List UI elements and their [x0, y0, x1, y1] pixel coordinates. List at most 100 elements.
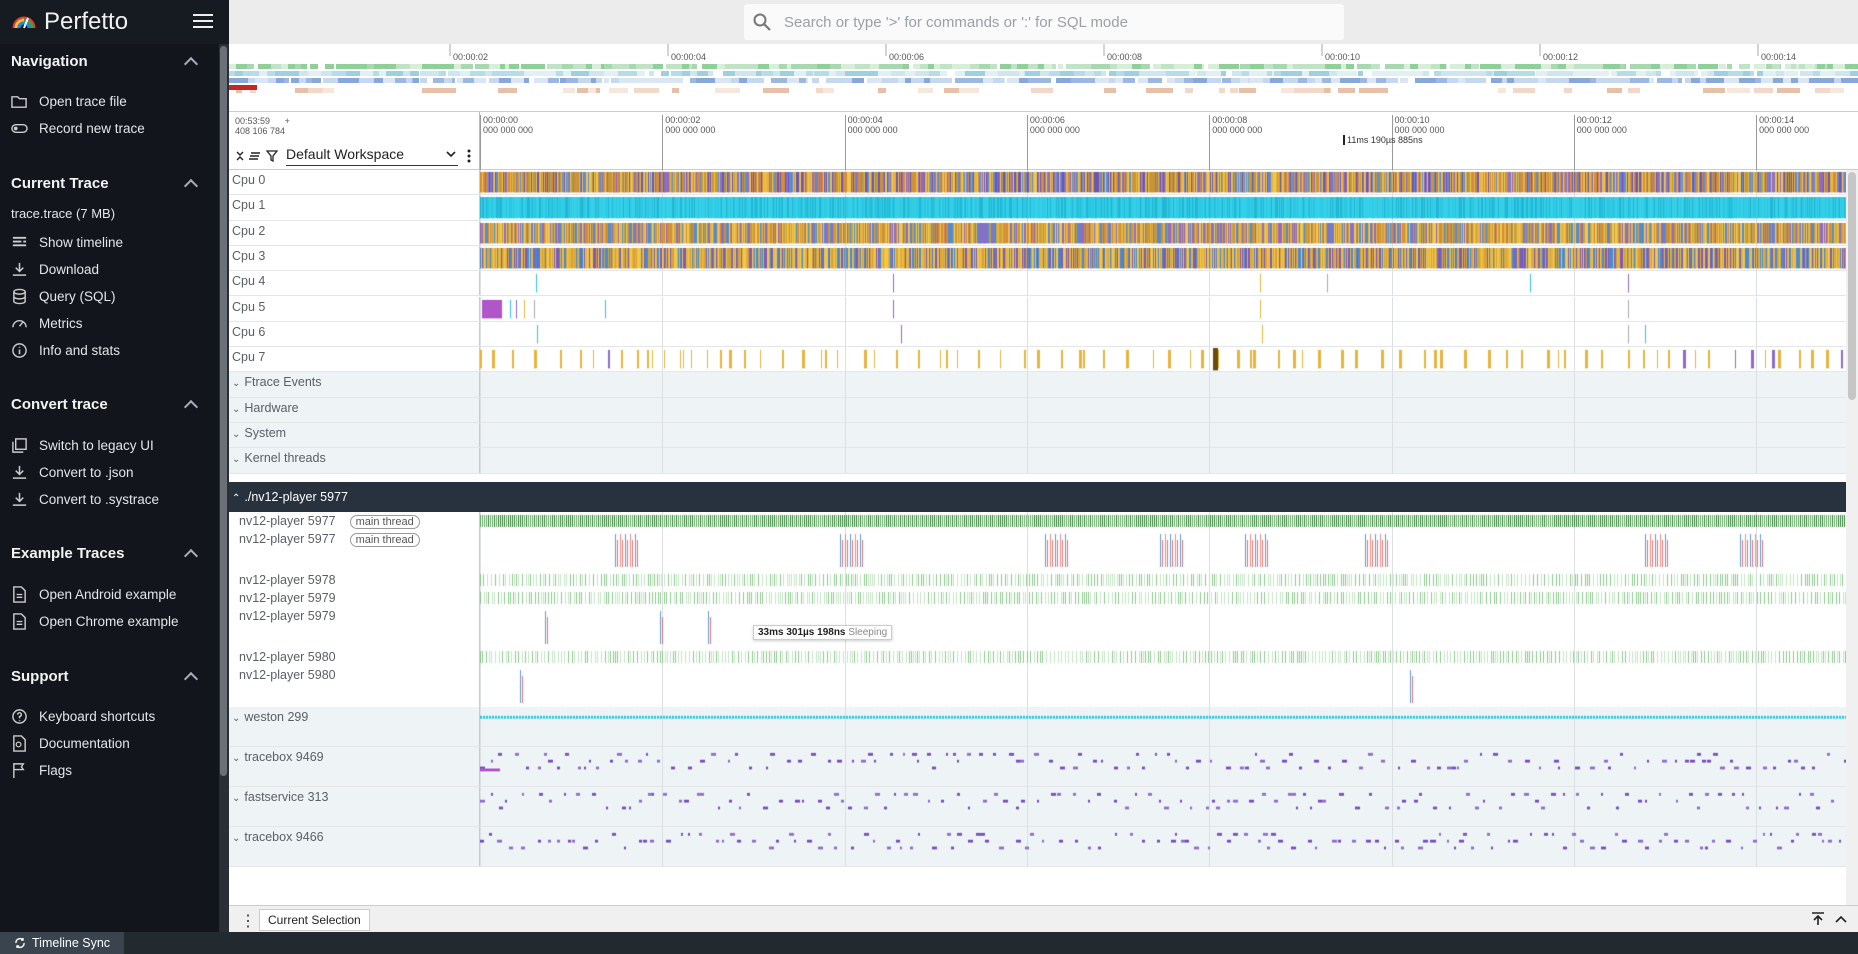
info-and-stats-item[interactable]: Info and stats	[11, 340, 120, 360]
track-canvas[interactable]	[480, 570, 1846, 589]
chevron-up-icon[interactable]	[183, 178, 199, 194]
chevron-down-icon[interactable]: ⌄	[232, 752, 241, 764]
chevron-down-icon[interactable]: ⌄	[232, 454, 241, 466]
section-title-support[interactable]: Support	[11, 668, 69, 685]
chevron-down-icon[interactable]: ⌄	[232, 378, 241, 390]
thread-track[interactable]: nv12-player 5979	[229, 606, 1846, 648]
cpu-track[interactable]: Cpu 6	[229, 321, 1846, 348]
section-title-convert-trace[interactable]: Convert trace	[11, 396, 108, 413]
cpu-track[interactable]: Cpu 5	[229, 296, 1846, 322]
overview-visible-window[interactable]	[229, 85, 257, 90]
chevron-up-icon[interactable]	[183, 399, 199, 415]
sidebar-scrollbar-thumb[interactable]	[220, 46, 227, 776]
query-sql-item[interactable]: Query (SQL)	[11, 286, 116, 306]
thread-track[interactable]: nv12-player 5980	[229, 665, 1846, 707]
omnibox[interactable]	[744, 4, 1344, 40]
switch-legacy-ui-item[interactable]: Switch to legacy UI	[11, 435, 154, 455]
track-canvas[interactable]	[480, 529, 1846, 571]
open-trace-file-item[interactable]: Open trace file	[11, 91, 127, 111]
download-item[interactable]: Download	[11, 259, 99, 279]
timeline-sync-button[interactable]: Timeline Sync	[0, 932, 124, 954]
thread-track[interactable]: nv12-player 5977 main thread	[229, 529, 1846, 571]
convert-json-item[interactable]: Convert to .json	[11, 462, 134, 482]
track-canvas[interactable]	[480, 746, 1846, 786]
process-group[interactable]: ⌄ weston 299	[229, 706, 1846, 747]
current-selection-tab[interactable]: Current Selection	[259, 909, 370, 931]
process-group[interactable]: ⌄ tracebox 9469	[229, 746, 1846, 787]
track-canvas[interactable]	[480, 296, 1846, 321]
search-input[interactable]	[784, 13, 1304, 31]
more-vert-icon[interactable]	[466, 148, 472, 164]
keyboard-shortcuts-item[interactable]: Keyboard shortcuts	[11, 706, 155, 726]
chevron-up-icon[interactable]	[183, 671, 199, 687]
track-group[interactable]: ⌄ Kernel threads	[229, 448, 1846, 474]
workspace-select[interactable]: Default Workspace	[286, 146, 458, 166]
section-title-navigation[interactable]: Navigation	[11, 53, 88, 70]
sort-icon[interactable]	[249, 150, 261, 162]
chevron-down-icon[interactable]: ⌄	[232, 403, 241, 415]
cpu-track[interactable]: Cpu 4	[229, 271, 1846, 297]
track-group[interactable]: ⌄ Ftrace Events	[229, 372, 1846, 398]
chevron-up-icon[interactable]	[183, 56, 199, 72]
convert-systrace-item[interactable]: Convert to .systrace	[11, 489, 159, 509]
sync-icon	[15, 937, 25, 949]
process-group-header[interactable]: ⌃ ./nv12-player 5977	[229, 481, 1846, 512]
overview-heatmap[interactable]: 00:00:02 00:00:04 00:00:06 00:00:08 00:00:10…	[229, 44, 1858, 112]
overview-timeline[interactable]: 00:00:02 00:00:04 00:00:06 00:00:08 00:00:10…	[229, 44, 1858, 112]
cpu-track[interactable]: Cpu 0	[229, 170, 1846, 196]
track-canvas[interactable]	[480, 786, 1846, 826]
cpu-track[interactable]: Cpu 7	[229, 347, 1846, 373]
record-new-trace-item[interactable]: Record new trace	[11, 118, 145, 138]
chevron-up-icon[interactable]	[1835, 914, 1847, 924]
track-group[interactable]: ⌄ System	[229, 423, 1846, 449]
track-panel[interactable]: Cpu 0 Cpu 1 Cpu 2 Cpu 3 Cpu 4 Cpu 5 Cpu 6 Cpu 7…	[229, 170, 1846, 905]
thread-track[interactable]: nv12-player 5977 main thread	[229, 511, 1846, 530]
metrics-item[interactable]: Metrics	[11, 313, 83, 333]
track-canvas[interactable]	[480, 271, 1846, 296]
overview-cell	[1674, 64, 1689, 69]
track-canvas[interactable]	[480, 826, 1846, 866]
filter-icon[interactable]	[266, 150, 278, 162]
documentation-item[interactable]: Documentation	[11, 733, 130, 753]
chevron-down-icon[interactable]: ⌄	[232, 712, 241, 724]
track-group[interactable]: ⌄ Hardware	[229, 397, 1846, 423]
track-canvas[interactable]	[480, 347, 1846, 372]
track-canvas[interactable]	[480, 195, 1846, 220]
thread-track[interactable]: nv12-player 5979	[229, 588, 1846, 607]
flags-item[interactable]: Flags	[11, 760, 72, 780]
process-group[interactable]: ⌄ tracebox 9466	[229, 826, 1846, 867]
show-timeline-item[interactable]: Show timeline	[11, 232, 123, 252]
cpu-track[interactable]: Cpu 3	[229, 245, 1846, 272]
thread-track[interactable]: nv12-player 5978	[229, 570, 1846, 589]
chevron-up-icon[interactable]: ⌃	[232, 492, 241, 504]
hamburger-menu-icon[interactable]	[193, 14, 213, 30]
chevron-down-icon[interactable]: ⌄	[232, 429, 241, 440]
section-title-example-traces[interactable]: Example Traces	[11, 545, 125, 562]
track-canvas[interactable]	[480, 588, 1846, 607]
track-canvas[interactable]	[480, 606, 1846, 648]
track-canvas[interactable]	[480, 511, 1846, 530]
track-canvas[interactable]	[480, 706, 1846, 746]
chevron-down-icon[interactable]: ⌄	[232, 832, 241, 844]
track-canvas[interactable]	[480, 245, 1846, 271]
collapse-all-icon[interactable]	[235, 150, 245, 162]
thread-track[interactable]: nv12-player 5980	[229, 647, 1846, 666]
open-chrome-example-item[interactable]: Open Chrome example	[11, 611, 179, 631]
track-canvas[interactable]	[480, 665, 1846, 707]
section-title-current-trace[interactable]: Current Trace	[11, 175, 109, 192]
track-canvas[interactable]	[480, 170, 1846, 195]
track-canvas[interactable]	[480, 321, 1846, 347]
track-canvas[interactable]	[480, 220, 1846, 245]
process-group[interactable]: ⌄ fastservice 313	[229, 786, 1846, 827]
more-vert-icon[interactable]: ⋮	[240, 913, 256, 930]
vertical-align-top-icon[interactable]	[1811, 912, 1825, 926]
cpu-track[interactable]: Cpu 2	[229, 220, 1846, 246]
cpu-track[interactable]: Cpu 1	[229, 195, 1846, 221]
track-canvas[interactable]	[480, 647, 1846, 666]
open-android-example-item[interactable]: Open Android example	[11, 584, 176, 604]
chevron-down-icon[interactable]: ⌄	[232, 792, 241, 804]
overview-cell	[1104, 88, 1116, 93]
topbar	[229, 0, 1858, 44]
chevron-up-icon[interactable]	[183, 548, 199, 564]
track-scrollbar-thumb[interactable]	[1848, 172, 1856, 400]
